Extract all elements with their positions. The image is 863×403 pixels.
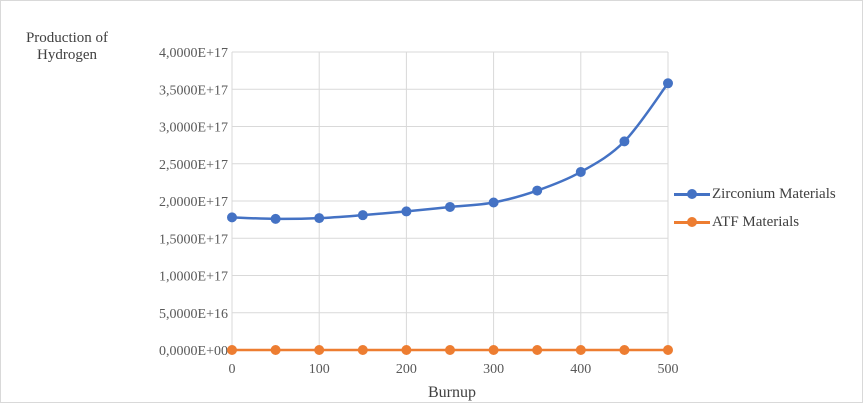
y-tick-label: 1,5000E+17 [159, 232, 228, 247]
data-point-zirconium [227, 212, 237, 223]
y-tick-label: 5,0000E+16 [159, 307, 228, 322]
x-tick-label: 400 [570, 362, 591, 377]
y-tick-label: 2,0000E+17 [159, 195, 228, 210]
y-tick-label: 3,5000E+17 [159, 83, 228, 98]
data-point-zirconium [663, 78, 673, 89]
y-tick-label: 0,0000E+00 [159, 344, 228, 359]
y-tick-label: 4,0000E+17 [159, 46, 228, 61]
data-point-zirconium [270, 213, 281, 224]
y-axis-label-line-1: Production of [25, 30, 109, 46]
data-point-zirconium [532, 185, 543, 196]
data-point-zirconium [619, 136, 630, 147]
y-tick-labels: 0,0000E+00 5,0000E+16 1,0000E+17 1,5000E+17… [159, 46, 228, 359]
x-tick-label: 500 [658, 362, 679, 377]
legend-label-atf: ATF Materials [712, 213, 800, 230]
data-point-atf [663, 345, 673, 355]
legend-item-zirconium: Zirconium Materials [674, 180, 836, 208]
x-tick-label: 100 [309, 362, 330, 377]
series-layer [227, 78, 673, 355]
x-tick-labels: 0 100 200 300 400 500 [229, 362, 679, 377]
data-point-zirconium [575, 166, 586, 177]
data-point-atf [270, 345, 281, 355]
x-axis-label: Burnup [428, 384, 476, 401]
data-point-atf [445, 345, 455, 355]
x-tick-label: 0 [229, 362, 236, 377]
y-axis-label: Production of Hydrogen [12, 30, 122, 64]
y-tick-label: 3,0000E+17 [159, 121, 228, 136]
data-point-zirconium [314, 213, 325, 224]
data-point-atf [532, 345, 543, 355]
data-point-zirconium [401, 206, 412, 217]
x-tick-label: 300 [483, 362, 504, 377]
legend-swatch-zirconium [674, 188, 710, 200]
data-point-zirconium [357, 210, 368, 221]
data-point-atf [227, 345, 237, 355]
legend-item-atf: ATF Materials [674, 208, 836, 236]
legend-swatch-atf [674, 216, 710, 228]
data-point-atf [401, 345, 412, 355]
y-tick-label: 2,5000E+17 [159, 158, 228, 173]
data-point-atf [488, 345, 499, 355]
gridlines [231, 51, 669, 351]
data-point-zirconium [445, 201, 455, 212]
legend-label-zirconium: Zirconium Materials [712, 185, 836, 202]
data-point-zirconium [488, 197, 499, 208]
data-point-atf [619, 345, 630, 355]
y-tick-label: 1,0000E+17 [159, 270, 228, 285]
data-point-atf [314, 345, 325, 355]
legend: Zirconium Materials ATF Materials [674, 180, 836, 236]
x-tick-label: 200 [396, 362, 417, 377]
data-point-atf [575, 345, 586, 355]
series-line-zirconium [231, 82, 670, 221]
y-axis-label-line-2: Hydrogen [37, 47, 97, 63]
data-point-atf [357, 345, 368, 355]
